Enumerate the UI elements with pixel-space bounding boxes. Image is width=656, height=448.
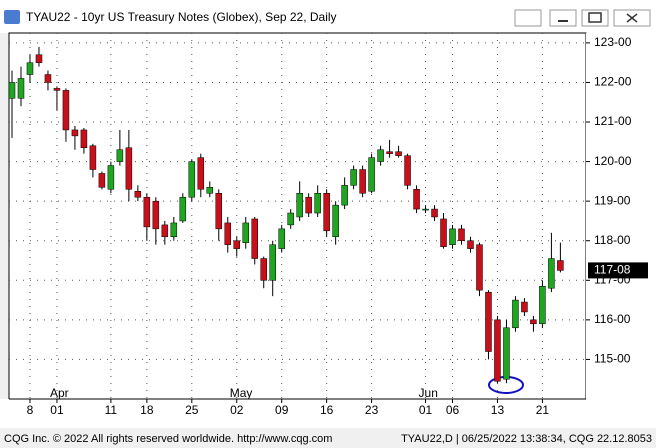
candle-body	[152, 200, 160, 230]
y-tick-label: 122-00	[594, 75, 632, 89]
candle-body	[467, 240, 474, 249]
x-tick-label: 09	[275, 403, 289, 417]
window-title: TYAU22 - 10yr US Treasury Notes (Globex)…	[26, 10, 337, 24]
minimize-button[interactable]	[549, 9, 577, 27]
candle-body	[512, 299, 519, 329]
candle-body	[17, 78, 25, 99]
y-tick-label: 119-00	[594, 193, 631, 207]
candle-body	[404, 155, 411, 186]
candle-body	[206, 187, 214, 194]
x-tick-label: 18	[140, 403, 154, 417]
candle-body	[35, 54, 43, 63]
candle-body	[332, 204, 339, 238]
candle-body	[62, 90, 70, 131]
candle-body	[224, 222, 232, 245]
candle-body	[8, 82, 16, 99]
candle-body	[116, 149, 124, 162]
month-label: Apr	[50, 386, 69, 400]
candle-body	[494, 319, 501, 382]
x-tick-label: 11	[105, 403, 118, 417]
candle-body	[503, 327, 510, 380]
candle-body	[314, 192, 321, 214]
month-label: Jun	[419, 386, 438, 400]
month-label: May	[230, 386, 253, 400]
title-bar	[0, 0, 656, 33]
x-tick-label: 21	[536, 403, 550, 417]
candle-body	[89, 145, 97, 170]
last-price-box	[588, 262, 648, 279]
candle-body	[269, 244, 276, 281]
candle-body	[161, 224, 169, 238]
x-axis-area	[0, 399, 656, 428]
candle-body	[260, 258, 267, 281]
candle-body	[80, 129, 88, 148]
candle-body	[539, 285, 546, 325]
candle-body	[386, 151, 393, 154]
candle-body	[125, 147, 133, 190]
y-tick-label: 115-00	[594, 352, 631, 366]
candle-body	[98, 173, 106, 188]
candle-body	[242, 222, 249, 243]
candle-body	[296, 192, 303, 218]
x-tick-label: 23	[365, 403, 379, 417]
candle-body	[134, 191, 142, 198]
candle-body	[197, 157, 205, 190]
y-tick-label: 120-00	[594, 154, 632, 168]
candle-body	[350, 169, 357, 186]
candle-body	[287, 212, 294, 226]
x-tick-label: 01	[50, 403, 64, 417]
candle-body	[278, 228, 285, 249]
candle-body	[188, 161, 196, 198]
candle-body	[53, 88, 61, 91]
x-tick-label: 01	[419, 403, 433, 417]
candle-body	[26, 62, 34, 75]
candle-body	[323, 192, 330, 232]
candle-body	[143, 196, 151, 228]
candle-body	[179, 196, 187, 222]
x-tick-label: 8	[27, 403, 34, 417]
candle-body	[341, 185, 348, 206]
candle-body	[476, 244, 483, 291]
candle-body	[449, 228, 456, 245]
candle-body	[485, 291, 492, 352]
footer-left: CQG Inc. © 2022 All rights reserved worl…	[4, 433, 332, 445]
candle-body	[422, 208, 429, 211]
candle-body	[395, 151, 402, 156]
candle-body	[215, 192, 223, 230]
candle-body	[251, 218, 258, 259]
y-tick-label: 118-00	[594, 233, 631, 247]
candle-body	[530, 319, 537, 325]
x-tick-label: 16	[320, 403, 334, 417]
footer-right: TYAU22,D | 06/25/2022 13:38:34, CQG 22.1…	[401, 433, 652, 445]
y-axis-area	[586, 33, 656, 399]
y-tick-label: 116-00	[594, 312, 631, 326]
x-tick-label: 02	[230, 403, 244, 417]
candle-body	[557, 260, 564, 271]
candle-body	[305, 196, 312, 214]
x-tick-label: 13	[491, 403, 505, 417]
x-tick-label: 06	[446, 403, 460, 417]
candle-body	[521, 301, 528, 313]
candle-body	[359, 169, 366, 194]
candle-body	[71, 129, 79, 137]
y-tick-label: 123-00	[594, 35, 632, 49]
candle-body	[170, 222, 178, 238]
candle-body	[233, 240, 240, 249]
candle-body	[368, 157, 375, 192]
y-tick-label: 121-00	[594, 114, 632, 128]
app-icon	[4, 10, 20, 24]
x-tick-label: 25	[185, 403, 199, 417]
candle-body	[413, 189, 420, 210]
candle-body	[548, 258, 555, 289]
candle-body	[440, 218, 447, 247]
link-button[interactable]	[514, 9, 542, 27]
candle-body	[458, 228, 465, 241]
window-buttons[interactable]	[514, 9, 651, 27]
candle-body	[431, 208, 438, 218]
candle-body	[44, 74, 52, 83]
last-price-label: 117-08	[594, 263, 631, 277]
candle-body	[377, 149, 384, 162]
candle-body	[107, 165, 115, 190]
